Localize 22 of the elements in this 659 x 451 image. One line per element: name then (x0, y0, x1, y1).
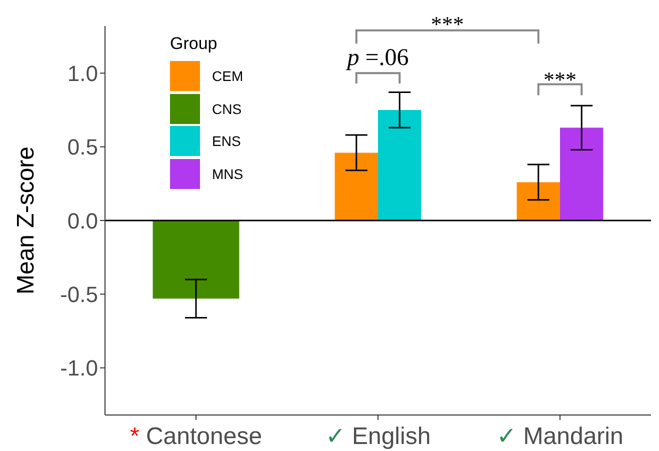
y-axis-title: Mean Z-score (12, 146, 40, 295)
legend-label: CNS (212, 100, 242, 116)
annotation: p =.06 (345, 45, 409, 72)
y-tick-label: -1.0 (60, 356, 98, 381)
legend-label: CEM (212, 68, 244, 84)
bar (378, 110, 422, 220)
bar (152, 220, 240, 299)
bar (560, 128, 604, 220)
legend-label: ENS (212, 133, 241, 149)
bar (334, 152, 378, 220)
annotation: *** (544, 67, 576, 92)
legend-title: Group (170, 34, 218, 54)
legend-label: MNS (212, 166, 244, 182)
x-tick-label: ✓ English (325, 423, 431, 450)
bar (516, 182, 560, 220)
x-tick-label: ✓ Mandarin (496, 423, 624, 450)
y-tick-label: -0.5 (60, 282, 98, 307)
annotation: *** (430, 11, 464, 36)
x-tick-label: * Cantonese (130, 423, 262, 450)
y-tick-label: 1.0 (67, 60, 98, 86)
y-tick-label: 0.0 (67, 208, 98, 234)
y-tick-label: 0.5 (67, 134, 98, 160)
